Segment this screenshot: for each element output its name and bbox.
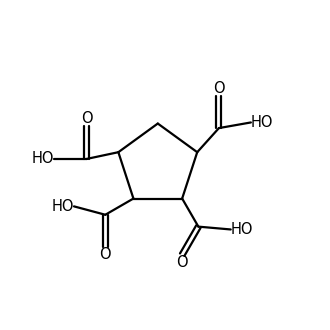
Text: O: O [100,247,111,262]
Text: HO: HO [231,222,253,237]
Text: HO: HO [32,151,54,166]
Text: O: O [213,81,225,96]
Text: HO: HO [51,199,74,214]
Text: HO: HO [251,115,273,130]
Text: O: O [176,255,188,270]
Text: O: O [81,112,92,126]
